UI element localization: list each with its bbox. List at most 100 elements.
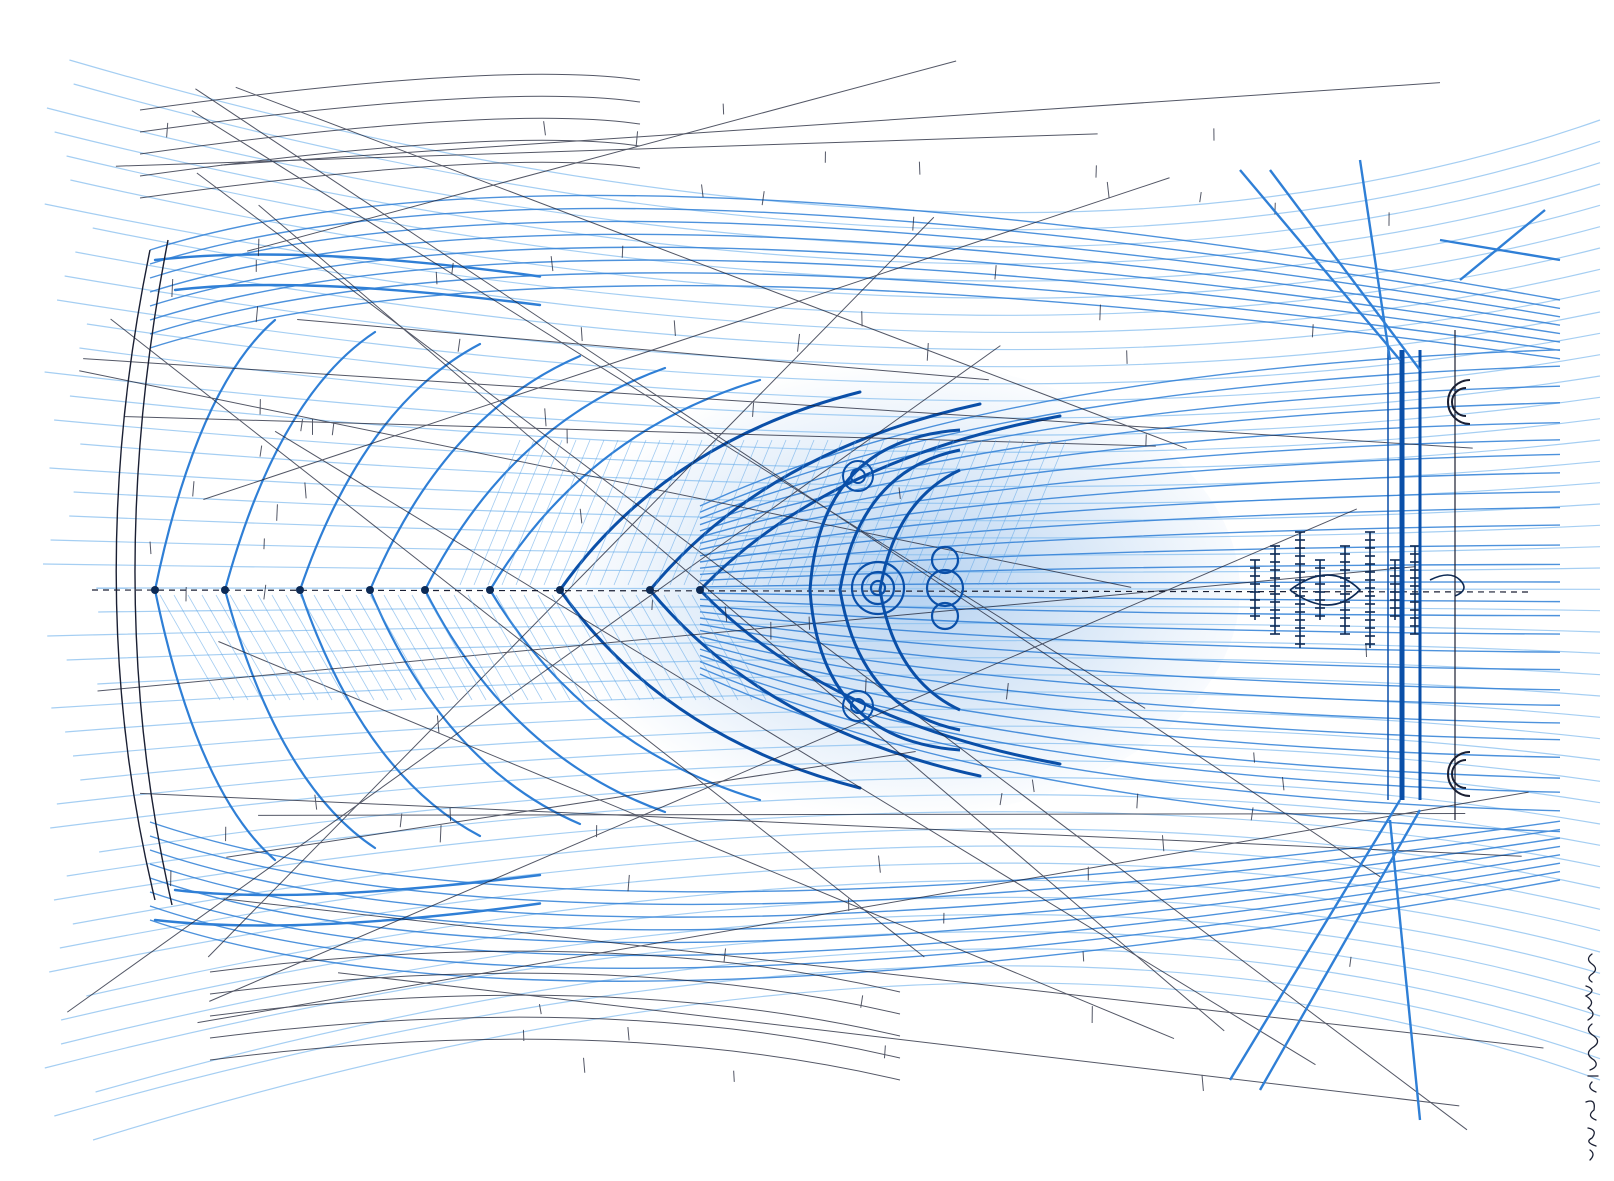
wash-line <box>96 587 1601 590</box>
axis-boss <box>486 586 494 594</box>
tick-mark <box>1031 779 1035 793</box>
hatch-line <box>495 594 557 701</box>
wash-line <box>66 639 1601 661</box>
hatch-line <box>781 439 843 586</box>
hatch-line <box>683 439 745 586</box>
ink-curve-bottom <box>209 994 901 1037</box>
hatch-line <box>809 439 871 586</box>
hatch-line <box>963 439 1025 586</box>
tick-mark <box>300 419 304 432</box>
tick-mark <box>1082 951 1085 962</box>
tick-mark <box>752 402 755 417</box>
ink-line <box>226 751 916 858</box>
hatch-line <box>487 439 549 586</box>
hatch-line <box>341 594 403 701</box>
tick-mark <box>761 191 765 206</box>
tick-mark <box>723 948 727 963</box>
tick-mark <box>451 262 454 275</box>
aisle-curve-top <box>149 259 1561 343</box>
ink-curve-top <box>139 73 641 111</box>
wash-line <box>66 794 1601 877</box>
ink-curve-bottom <box>209 1038 901 1081</box>
hatch-line <box>411 594 473 701</box>
left-boundary <box>115 239 173 906</box>
wash-line <box>73 491 1601 522</box>
vault-arc-lower <box>648 588 982 778</box>
hatch-line <box>355 594 417 701</box>
tick-mark <box>263 584 267 600</box>
hatch-line <box>851 439 913 586</box>
tick-mark <box>399 813 403 828</box>
aisle-curve-top <box>149 272 1561 352</box>
tick-mark <box>1253 752 1256 763</box>
ink-line <box>223 898 1544 1049</box>
ink-line <box>139 792 1522 857</box>
ink-line <box>258 204 1225 1032</box>
vault-arc-upper <box>298 342 482 592</box>
tick-mark <box>651 599 654 611</box>
axis-boss <box>296 586 304 594</box>
aisle-curve-bottom <box>149 862 1561 957</box>
hatch-line <box>501 439 563 586</box>
hatch-line <box>201 594 263 701</box>
ink-line <box>221 82 1441 166</box>
ink-curve-bottom <box>209 1016 901 1059</box>
hatch-line <box>243 594 305 701</box>
hatch-line <box>529 439 591 586</box>
hatch-line <box>585 439 647 586</box>
hatch-line <box>1005 439 1067 586</box>
wash-line <box>44 931 1601 1069</box>
hatch-line <box>173 594 235 701</box>
tick-mark <box>449 807 452 822</box>
axis-boss <box>421 586 429 594</box>
hatch-line <box>571 439 633 586</box>
tick-mark <box>912 216 915 231</box>
hatch-line <box>705 594 767 701</box>
ink-line <box>209 508 1358 1002</box>
ink-line <box>115 133 1098 167</box>
hatch-line <box>439 594 501 701</box>
capital-lower <box>1447 751 1471 797</box>
tick-mark <box>276 504 278 521</box>
hatch-line <box>313 594 375 701</box>
wash-line <box>72 828 1601 925</box>
axis-boss <box>151 586 159 594</box>
hatch-line <box>739 439 801 586</box>
enclosing-arc-bottom <box>153 902 542 927</box>
hatch-line <box>677 594 739 701</box>
axis-boss <box>366 586 374 594</box>
tick-mark <box>797 333 801 352</box>
tick-mark <box>436 715 440 734</box>
tick-mark <box>304 482 307 499</box>
hatch-line <box>327 594 389 701</box>
hatch-line <box>473 439 535 586</box>
tick-mark <box>583 1057 586 1073</box>
vault-arc-upper <box>153 318 277 592</box>
ink-construction-lines <box>67 60 1544 1131</box>
wash-line <box>79 347 1601 419</box>
vault-arc-upper <box>423 366 667 592</box>
tick-mark <box>1365 643 1368 657</box>
hatch-line <box>949 439 1011 586</box>
aisle-curve-bottom <box>149 837 1561 918</box>
vault-arc-upper <box>558 390 862 592</box>
vault-hatching <box>159 439 1067 701</box>
aisle-curve-top <box>149 194 1561 301</box>
ink-line <box>67 345 1001 1013</box>
wash-line <box>80 443 1601 488</box>
hatch-line <box>613 439 675 586</box>
ink-line <box>297 319 989 381</box>
tick-mark <box>259 445 263 457</box>
wash-line <box>50 539 1601 556</box>
wash-line <box>50 759 1601 829</box>
vault-arc-lower <box>423 588 667 814</box>
hatch-line <box>669 439 731 586</box>
aisle-curve-bottom <box>149 845 1561 931</box>
wash-line <box>86 879 1601 997</box>
vault-arc-lower <box>368 588 582 826</box>
aisle-curve-bottom <box>149 870 1561 970</box>
ink-line <box>197 791 1529 1024</box>
enclosing-arc-bottom <box>173 873 542 897</box>
hatch-line <box>229 594 291 701</box>
ink-curve-top <box>139 117 641 155</box>
